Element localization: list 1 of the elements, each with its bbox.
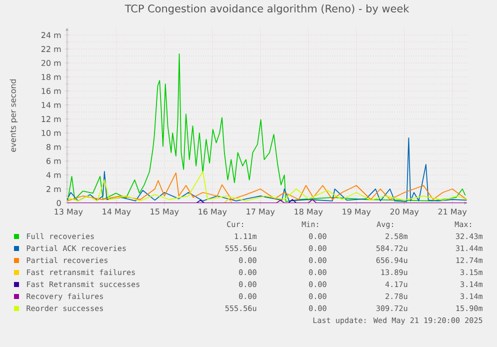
chart-title: TCP Congestion avoidance algorithm (Reno) - by week bbox=[124, 4, 410, 14]
